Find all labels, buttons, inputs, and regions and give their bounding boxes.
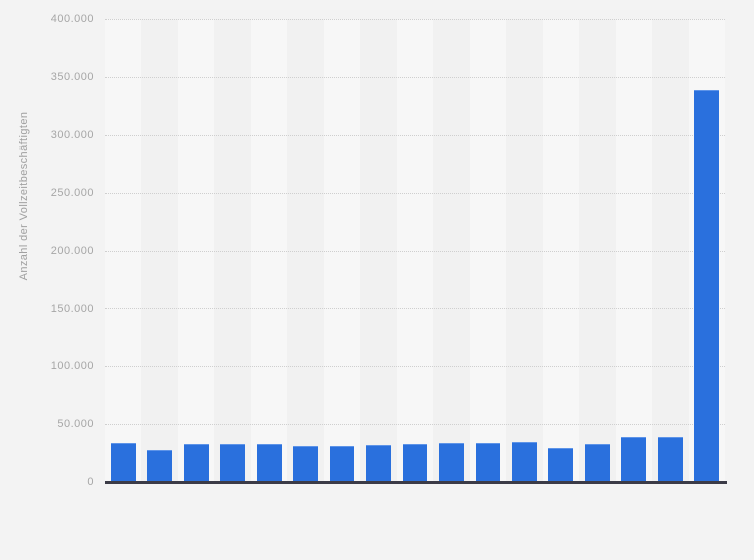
y-tick-250000: 250.000: [50, 187, 94, 199]
y-axis-tick-labels: 400.000 350.000 300.000 250.000 200.000 …: [0, 0, 94, 560]
bar[interactable]: [329, 446, 355, 482]
bar-slot: [543, 19, 579, 482]
bar-slot: [506, 19, 542, 482]
bar-slot: [689, 19, 725, 482]
bar[interactable]: [147, 450, 173, 482]
bar-slot: [287, 19, 323, 482]
bar-slot: [397, 19, 433, 482]
y-tick-300000: 300.000: [50, 129, 94, 141]
bar-slot: [652, 19, 688, 482]
bar-slot: [360, 19, 396, 482]
bar[interactable]: [621, 436, 647, 482]
gridline: [105, 76, 725, 78]
bar[interactable]: [439, 442, 464, 482]
bar-slot: [105, 19, 141, 482]
y-tick-350000: 350.000: [50, 71, 94, 83]
bar-slot: [214, 19, 250, 482]
bar-slot: [579, 19, 615, 482]
y-tick-150000: 150.000: [50, 303, 94, 315]
bar-slot: [470, 19, 506, 482]
bar[interactable]: [256, 444, 282, 482]
bar[interactable]: [366, 444, 391, 482]
bar-slot: [433, 19, 469, 482]
bar[interactable]: [548, 447, 574, 482]
y-tick-400000: 400.000: [50, 13, 94, 25]
y-tick-200000: 200.000: [50, 245, 94, 257]
bar[interactable]: [694, 89, 720, 482]
bar[interactable]: [511, 442, 537, 482]
bar[interactable]: [475, 442, 501, 482]
x-axis-line: [105, 481, 727, 484]
bar[interactable]: [657, 437, 683, 482]
gridline: [105, 308, 725, 310]
bar-slot: [324, 19, 360, 482]
bar-slot: [616, 19, 652, 482]
bar[interactable]: [110, 442, 136, 482]
y-tick-0: 0: [87, 476, 94, 488]
plot-area: [105, 19, 725, 483]
gridline: [105, 19, 725, 20]
gridline: [105, 250, 725, 252]
bar-slot: [178, 19, 214, 482]
y-tick-100000: 100.000: [50, 360, 94, 372]
bars-container: [105, 19, 725, 482]
bar-slot: [141, 19, 177, 482]
gridline: [105, 424, 725, 426]
bar[interactable]: [402, 443, 428, 482]
y-axis-title: Anzahl der Vollzeitbeschäftigten: [18, 111, 30, 281]
bar[interactable]: [293, 446, 318, 482]
bar-slot: [251, 19, 287, 482]
gridline: [105, 134, 725, 136]
bar[interactable]: [220, 443, 246, 482]
y-tick-50000: 50.000: [57, 418, 94, 430]
bar[interactable]: [584, 443, 610, 482]
bar[interactable]: [183, 444, 209, 482]
gridline: [105, 192, 725, 194]
gridline: [105, 366, 725, 368]
